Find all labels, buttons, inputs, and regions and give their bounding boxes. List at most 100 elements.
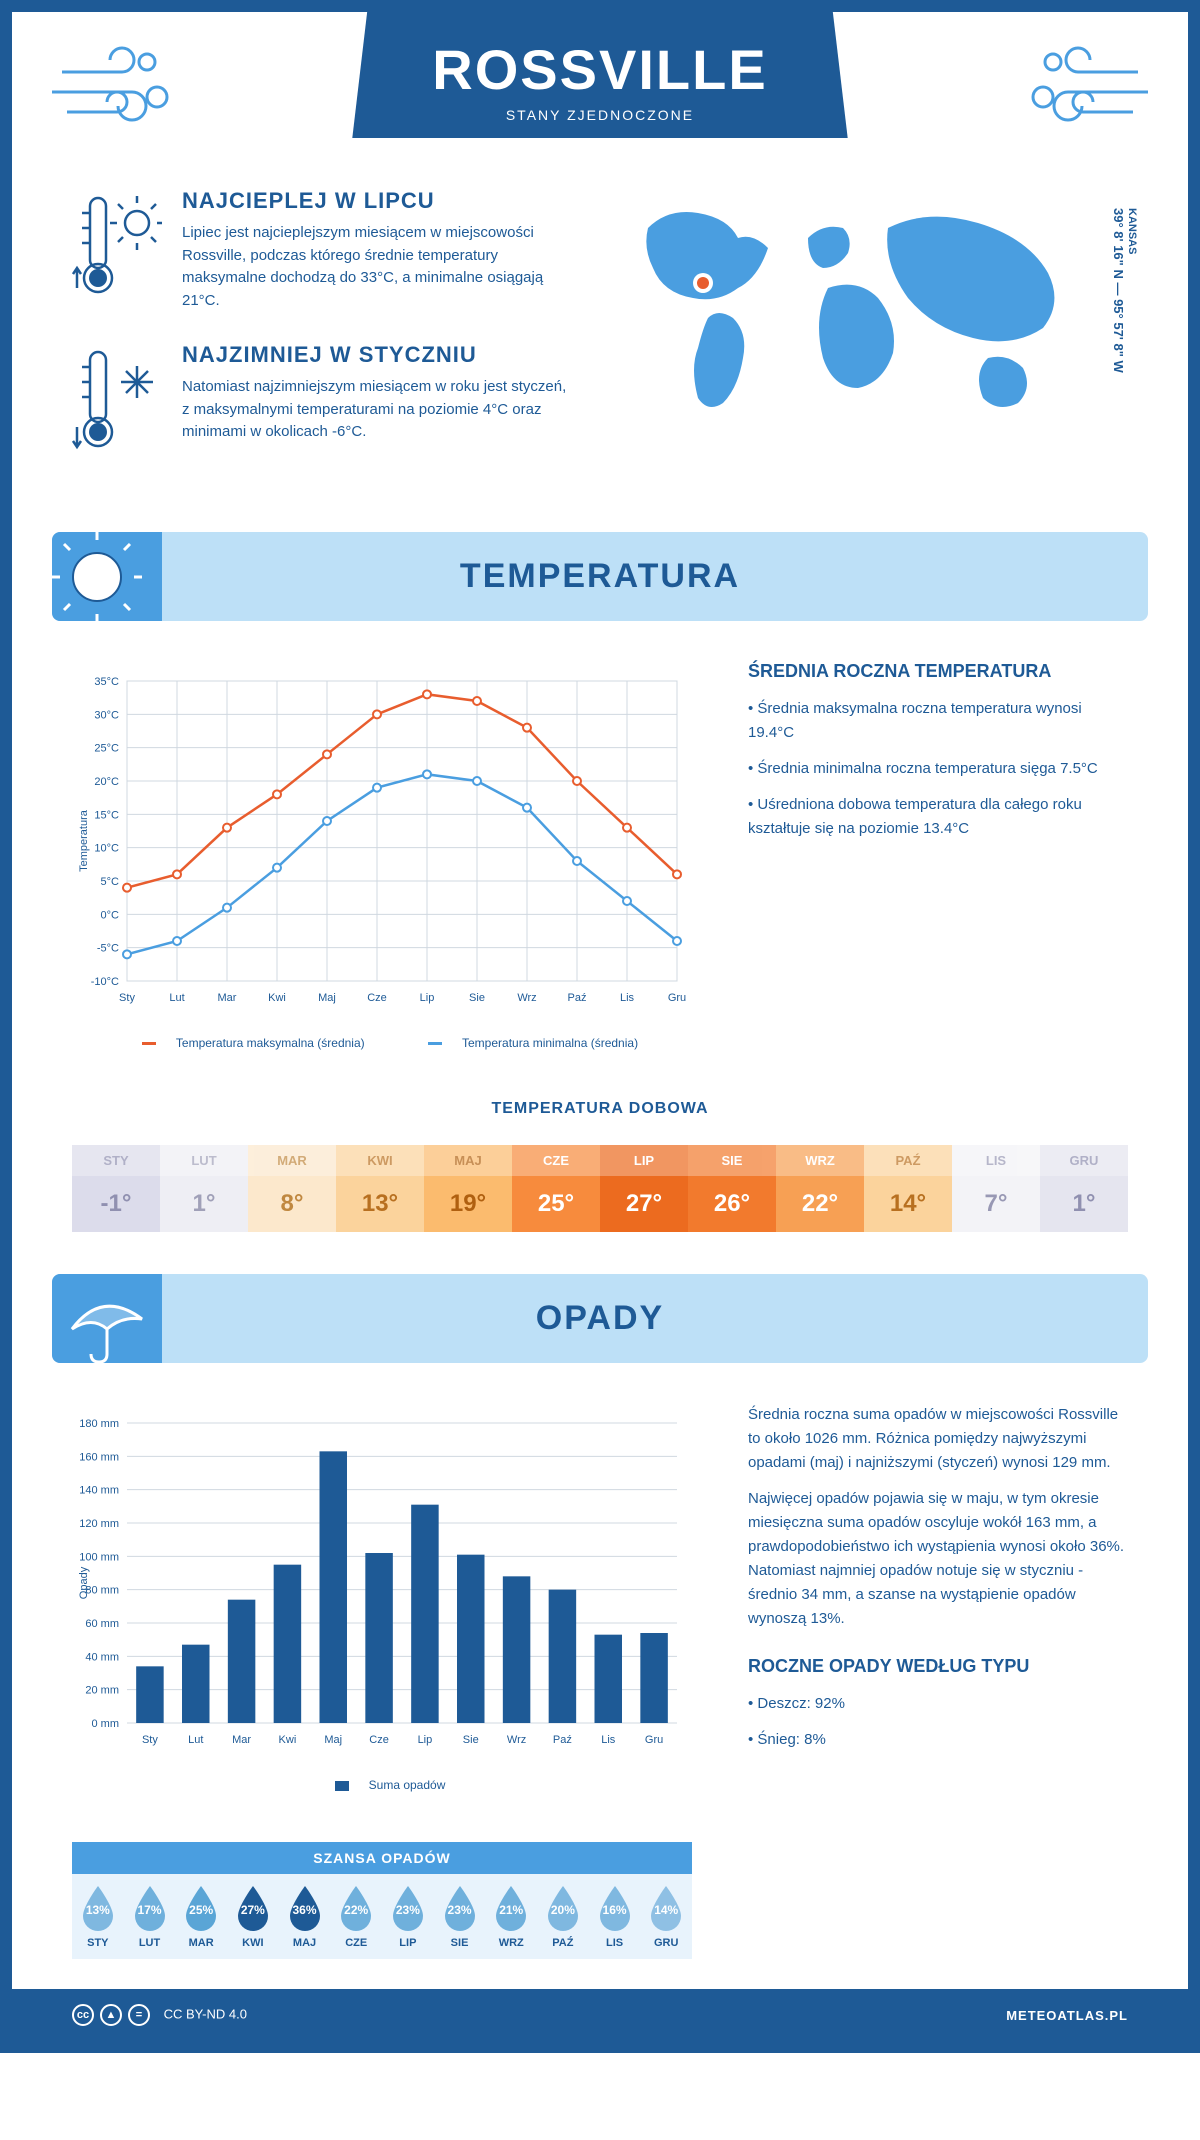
chance-cell: 23% SIE	[434, 1884, 486, 1949]
daily-temp-cell: LIS 7°	[952, 1133, 1040, 1244]
svg-text:Maj: Maj	[318, 992, 336, 1004]
chance-cell: 25% MAR	[175, 1884, 227, 1949]
temperature-section-title: TEMPERATURA	[52, 557, 1148, 596]
svg-text:0°C: 0°C	[101, 909, 120, 921]
svg-text:Lis: Lis	[620, 992, 635, 1004]
precip-type-title: ROCZNE OPADY WEDŁUG TYPU	[748, 1656, 1128, 1677]
cc-icons: cc ▲ =	[72, 2004, 150, 2026]
sun-icon	[52, 532, 162, 621]
wind-icon	[1018, 42, 1158, 142]
chance-cell: 23% LIP	[382, 1884, 434, 1949]
state-label: KANSAS	[1126, 208, 1138, 363]
daily-temp-cell: SIE 26°	[688, 1133, 776, 1244]
chance-cell: 17% LUT	[124, 1884, 176, 1949]
coldest-title: NAJZIMNIEJ W STYCZNIU	[182, 342, 568, 368]
svg-text:Kwi: Kwi	[268, 992, 286, 1004]
wind-icon	[42, 42, 182, 142]
header: ROSSVILLE STANY ZJEDNOCZONE	[12, 12, 1188, 168]
legend-precip: Suma opadów	[369, 1778, 446, 1792]
avg-temp-bullet: • Średnia maksymalna roczna temperatura …	[748, 697, 1128, 745]
svg-text:Lut: Lut	[169, 992, 184, 1004]
chance-cell: 16% LIS	[589, 1884, 641, 1949]
svg-text:5°C: 5°C	[101, 876, 120, 888]
svg-text:15°C: 15°C	[94, 809, 119, 821]
svg-text:120 mm: 120 mm	[79, 1518, 119, 1530]
svg-text:40 mm: 40 mm	[85, 1651, 119, 1663]
svg-text:Paź: Paź	[553, 1734, 572, 1746]
svg-text:-10°C: -10°C	[91, 976, 119, 988]
world-map	[608, 188, 1088, 448]
precip-paragraph: Średnia roczna suma opadów w miejscowośc…	[748, 1403, 1128, 1475]
svg-text:Wrz: Wrz	[517, 992, 536, 1004]
chance-cell: 21% WRZ	[485, 1884, 537, 1949]
svg-text:Cze: Cze	[369, 1734, 389, 1746]
svg-text:Mar: Mar	[218, 992, 237, 1004]
svg-text:80 mm: 80 mm	[85, 1585, 119, 1597]
svg-text:100 mm: 100 mm	[79, 1551, 119, 1563]
longitude: 95° 57' 8" W	[1111, 299, 1126, 373]
precip-type-item: • Śnieg: 8%	[748, 1728, 1128, 1752]
precip-chance-box: SZANSA OPADÓW 13% STY 17% LUT 25% MAR 27…	[72, 1842, 692, 1959]
precipitation-bar-chart: 0 mm20 mm40 mm60 mm80 mm100 mm120 mm140 …	[72, 1403, 692, 1763]
svg-text:160 mm: 160 mm	[79, 1451, 119, 1463]
chance-cell: 20% PAŹ	[537, 1884, 589, 1949]
chance-cell: 27% KWI	[227, 1884, 279, 1949]
svg-text:0 mm: 0 mm	[92, 1718, 120, 1730]
svg-text:Sty: Sty	[142, 1734, 158, 1746]
svg-text:10°C: 10°C	[94, 843, 119, 855]
thermometer-snow-icon	[72, 342, 162, 462]
latitude: 39° 8' 16" N	[1111, 208, 1126, 279]
infographic-frame: ROSSVILLE STANY ZJEDNOCZONE	[0, 0, 1200, 2053]
coordinates: KANSAS 39° 8' 16" N — 95° 57' 8" W	[1111, 208, 1138, 373]
daily-temp-cell: PAŹ 14°	[864, 1133, 952, 1244]
svg-text:25°C: 25°C	[94, 743, 119, 755]
daily-temp-cell: LUT 1°	[160, 1133, 248, 1244]
daily-temp-cell: WRZ 22°	[776, 1133, 864, 1244]
coldest-text: Natomiast najzimniejszym miesiącem w rok…	[182, 376, 568, 444]
precipitation-header: OPADY	[52, 1274, 1148, 1363]
precip-type-item: • Deszcz: 92%	[748, 1692, 1128, 1716]
avg-temp-bullet: • Uśredniona dobowa temperatura dla całe…	[748, 793, 1128, 841]
svg-text:30°C: 30°C	[94, 709, 119, 721]
svg-text:Mar: Mar	[232, 1734, 251, 1746]
footer: cc ▲ = CC BY-ND 4.0 METEOATLAS.PL	[12, 1989, 1188, 2041]
avg-temp-title: ŚREDNIA ROCZNA TEMPERATURA	[748, 661, 1128, 682]
svg-text:Cze: Cze	[367, 992, 387, 1004]
avg-temp-bullet: • Średnia minimalna roczna temperatura s…	[748, 757, 1128, 781]
svg-text:Lip: Lip	[418, 1734, 433, 1746]
svg-text:20 mm: 20 mm	[85, 1685, 119, 1697]
nd-icon: =	[128, 2004, 150, 2026]
svg-text:Sie: Sie	[469, 992, 485, 1004]
precip-paragraph: Najwięcej opadów pojawia się w maju, w t…	[748, 1487, 1128, 1631]
svg-text:Sty: Sty	[119, 992, 135, 1004]
title-banner: ROSSVILLE STANY ZJEDNOCZONE	[352, 12, 847, 138]
precipitation-body: 0 mm20 mm40 mm60 mm80 mm100 mm120 mm140 …	[12, 1383, 1188, 1822]
svg-text:Maj: Maj	[324, 1734, 342, 1746]
country-subtitle: STANY ZJEDNOCZONE	[432, 107, 767, 123]
svg-text:Gru: Gru	[645, 1734, 663, 1746]
city-title: ROSSVILLE	[432, 37, 767, 102]
svg-text:-5°C: -5°C	[97, 943, 119, 955]
license-text: CC BY-ND 4.0	[164, 2006, 247, 2021]
temperature-body: -10°C -5°C 0°C 5°C 10°C 15°C 20°C 25°C 30°C 35°C S…	[12, 641, 1188, 1080]
warmest-text: Lipiec jest najcieplejszym miesiącem w m…	[182, 222, 568, 312]
chance-cell: 14% GRU	[640, 1884, 692, 1949]
svg-text:20°C: 20°C	[94, 776, 119, 788]
chance-cell: 36% MAJ	[279, 1884, 331, 1949]
svg-text:35°C: 35°C	[94, 676, 119, 688]
precipitation-section-title: OPADY	[52, 1299, 1148, 1338]
temperature-header: TEMPERATURA	[52, 532, 1148, 621]
svg-text:Paź: Paź	[568, 992, 587, 1004]
svg-text:Lut: Lut	[188, 1734, 203, 1746]
warmest-title: NAJCIEPLEJ W LIPCU	[182, 188, 568, 214]
svg-text:60 mm: 60 mm	[85, 1618, 119, 1630]
legend-max: Temperatura maksymalna (średnia)	[176, 1036, 365, 1050]
chance-cell: 13% STY	[72, 1884, 124, 1949]
brand: METEOATLAS.PL	[1006, 2008, 1128, 2023]
svg-text:Kwi: Kwi	[279, 1734, 297, 1746]
thermometer-sun-icon	[72, 188, 162, 308]
svg-text:Sie: Sie	[463, 1734, 479, 1746]
daily-temp-cell: LIP 27°	[600, 1133, 688, 1244]
daily-temp-cell: MAR 8°	[248, 1133, 336, 1244]
legend-min: Temperatura minimalna (średnia)	[462, 1036, 638, 1050]
